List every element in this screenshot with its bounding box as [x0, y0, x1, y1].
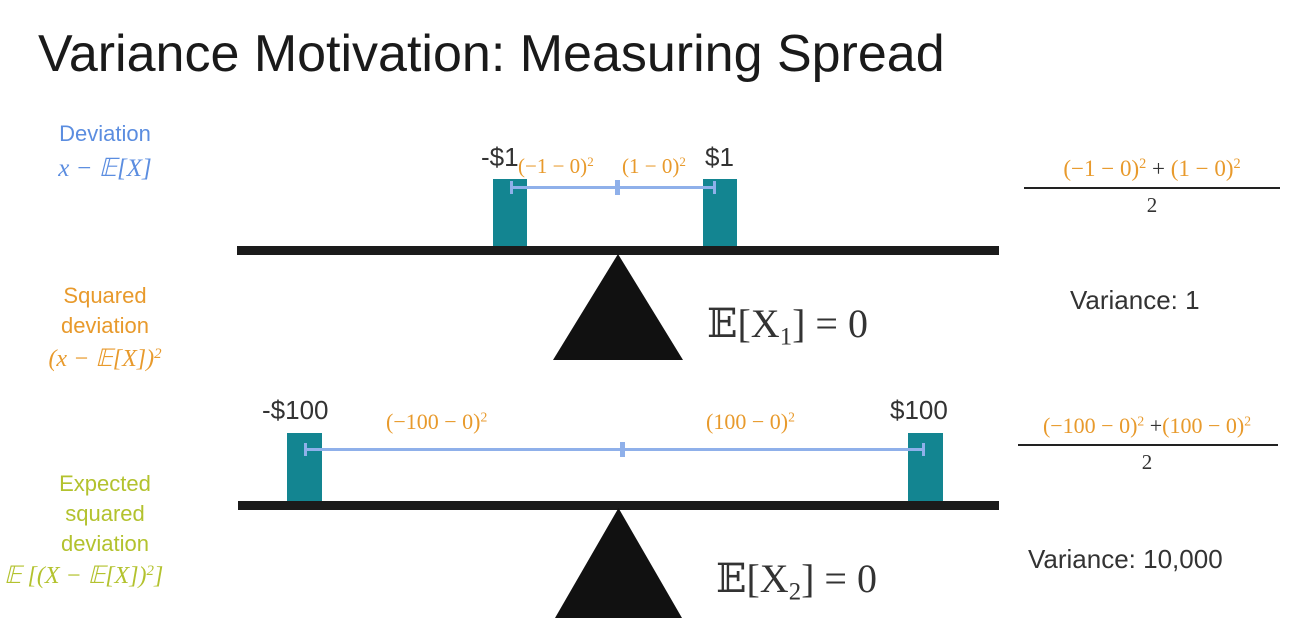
- expected-formula-text: 𝔼 [(X − 𝔼[X]): [4, 563, 147, 589]
- scale1-right-term: (1 − 0)2: [622, 154, 686, 179]
- squared-label-line1: Squared: [63, 283, 147, 308]
- page-title: Variance Motivation: Measuring Spread: [38, 25, 945, 83]
- expected-label-line2: squared: [65, 501, 145, 526]
- scale1-center-tick: [615, 180, 620, 195]
- scale2-variance-fraction: (−100 − 0)2 +(100 − 0)2 2: [1006, 413, 1288, 475]
- scale2-expectation: 𝔼[X2] = 0: [716, 555, 877, 606]
- scale2-fraction-right-exponent: 2: [1244, 413, 1252, 429]
- scale2-left-tick: [304, 443, 307, 456]
- scale2-fraction-denominator: 2: [1141, 449, 1153, 474]
- scale1-variance-text: Variance: 1: [1070, 285, 1200, 315]
- expected-label-line3: deviation: [60, 531, 150, 556]
- scale2-fraction-numerator: (−100 − 0)2 +(100 − 0)2: [1006, 413, 1288, 439]
- scale2-left-term: (−100 − 0)2: [386, 409, 487, 435]
- scale1-fulcrum: [553, 254, 683, 360]
- scale1-fraction-numerator: (−1 − 0)2 + (1 − 0)2: [1024, 156, 1280, 182]
- scale2-right-term-text: (100 − 0): [706, 409, 789, 434]
- deviation-formula: x − 𝔼[X]: [58, 155, 152, 182]
- scale1-expectation-tail: ] = 0: [792, 301, 868, 346]
- scale2-right-tick: [922, 443, 925, 456]
- squared-label-line2: deviation: [60, 313, 150, 338]
- scale2-fraction-plus: +: [1144, 413, 1163, 438]
- scale2-beam: [238, 501, 999, 510]
- scale1-right-term-text: (1 − 0): [622, 154, 680, 178]
- scale2-fraction-right: (100 − 0): [1162, 413, 1245, 438]
- scale1-expectation-subscript: 1: [779, 323, 793, 351]
- scale2-expectation-tail: ] = 0: [801, 556, 877, 601]
- scale1-fraction-left: (−1 − 0): [1063, 156, 1140, 181]
- expected-formula-exponent: 2: [146, 562, 154, 579]
- scale1-fraction-bar: [1024, 187, 1280, 189]
- scale2-deviation-line: [306, 448, 923, 451]
- scale1-right-tick: [713, 181, 716, 194]
- scale2-fulcrum: [555, 508, 682, 618]
- scale1-fraction-denominator: 2: [1146, 192, 1158, 217]
- scale1-right-value: $1: [705, 142, 734, 172]
- scale2-left-term-text: (−100 − 0): [386, 409, 481, 434]
- scale1-left-term-exponent: 2: [587, 153, 594, 169]
- scale2-expectation-base: 𝔼[X: [716, 556, 789, 601]
- scale1-fraction-right: (1 − 0): [1170, 156, 1234, 181]
- squared-formula-text: (x − 𝔼[X]): [48, 346, 155, 372]
- squared-formula-exponent: 2: [154, 345, 162, 362]
- scale1-deviation-line: [512, 186, 716, 189]
- squared-formula: (x − 𝔼[X])2: [20, 344, 190, 373]
- scale1-fraction-left-exponent: 2: [1139, 156, 1147, 173]
- scale1-expectation: 𝔼[X1] = 0: [707, 300, 868, 351]
- scale2-right-value: $100: [890, 395, 948, 425]
- scale2-left-term-exponent: 2: [480, 409, 488, 425]
- scale1-fraction-plus: +: [1146, 156, 1171, 181]
- scale2-right-weight: [908, 433, 943, 502]
- scale1-left-term-text: (−1 − 0): [518, 154, 588, 178]
- deviation-label: Deviation: [59, 121, 151, 146]
- scale2-fraction-left-exponent: 2: [1137, 413, 1145, 429]
- expected-label-line1: Expected: [59, 471, 151, 496]
- scale2-right-term-exponent: 2: [788, 409, 795, 425]
- scale2-variance-text: Variance: 10,000: [1028, 544, 1223, 574]
- expected-formula-close: ]: [153, 563, 164, 589]
- scale1-variance-fraction: (−1 − 0)2 + (1 − 0)2 2: [1024, 156, 1280, 218]
- scale1-right-term-exponent: 2: [679, 153, 686, 169]
- scale1-expectation-base: 𝔼[X: [707, 301, 780, 346]
- scale1-right-weight: [703, 179, 737, 247]
- scale2-center-tick: [620, 442, 625, 457]
- scale2-left-value: -$100: [262, 395, 329, 425]
- scale2-fraction-bar: [1018, 444, 1278, 446]
- expected-formula: 𝔼 [(X − 𝔼[X])2]: [4, 561, 163, 590]
- scale1-left-term: (−1 − 0)2: [518, 154, 594, 179]
- scale1-left-tick: [510, 181, 513, 194]
- scale1-fraction-right-exponent: 2: [1233, 156, 1241, 173]
- scale1-left-value: -$1: [481, 142, 519, 172]
- scale2-fraction-left: (−100 − 0): [1042, 413, 1138, 438]
- scale2-right-term: (100 − 0)2: [706, 409, 795, 435]
- scale1-beam: [237, 246, 999, 255]
- scale2-expectation-subscript: 2: [788, 578, 802, 606]
